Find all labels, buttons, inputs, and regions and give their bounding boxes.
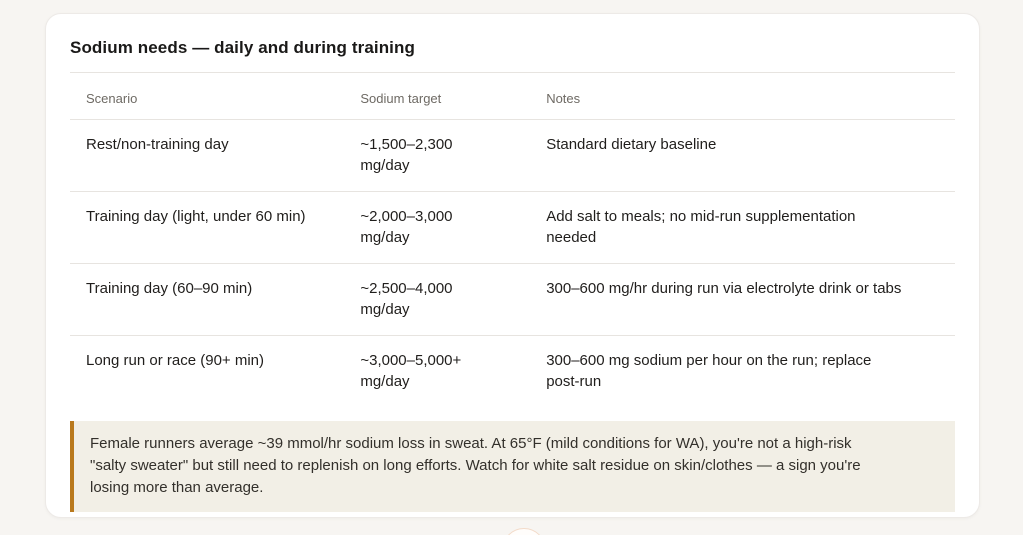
sweat-loss-callout: Female runners average ~39 mmol/hr sodiu… xyxy=(70,421,955,513)
cell-notes: 300–600 mg sodium per hour on the run; r… xyxy=(546,352,872,390)
cell-sodium-target: ~1,500–2,300 mg/day xyxy=(344,119,531,192)
table-header-row: Scenario Sodium target Notes xyxy=(70,73,955,120)
card-title: Sodium needs — daily and during training xyxy=(70,38,955,73)
cell-scenario: Training day (60–90 min) xyxy=(70,263,345,336)
sodium-needs-card: Sodium needs — daily and during training… xyxy=(45,13,980,518)
column-header-sodium-target: Sodium target xyxy=(344,73,531,120)
cell-scenario: Rest/non-training day xyxy=(70,119,345,192)
callout-text: Female runners average ~39 mmol/hr sodiu… xyxy=(90,435,861,497)
cell-scenario: Long run or race (90+ min) xyxy=(86,352,265,369)
cell-sodium-target: ~2,000–3,000 mg/day xyxy=(344,191,531,264)
cell-notes: Add salt to meals; no mid-run supplement… xyxy=(530,191,955,264)
cell-sodium-target: ~3,000–5,000+ mg/day xyxy=(360,352,462,390)
table-row: Rest/non-training day ~1,500–2,300 mg/da… xyxy=(70,119,955,192)
cell-sodium-target: ~2,500–4,000 mg/day xyxy=(344,263,531,336)
cell-notes: Standard dietary baseline xyxy=(530,119,955,192)
table-row: Long run or race (90+ min) ~3,000–5,000+… xyxy=(70,336,955,408)
table-row: Training day (light, under 60 min) ~2,00… xyxy=(70,191,955,264)
cell-notes: 300–600 mg/hr during run via electrolyte… xyxy=(530,263,955,336)
column-header-notes: Notes xyxy=(530,73,955,120)
table-row: Training day (60–90 min) ~2,500–4,000 mg… xyxy=(70,263,955,336)
sodium-table: Scenario Sodium target Notes Rest/non-tr… xyxy=(70,73,955,407)
column-header-scenario: Scenario xyxy=(70,73,345,120)
scroll-to-bottom-button[interactable] xyxy=(502,528,546,535)
cell-scenario: Training day (light, under 60 min) xyxy=(70,191,345,264)
